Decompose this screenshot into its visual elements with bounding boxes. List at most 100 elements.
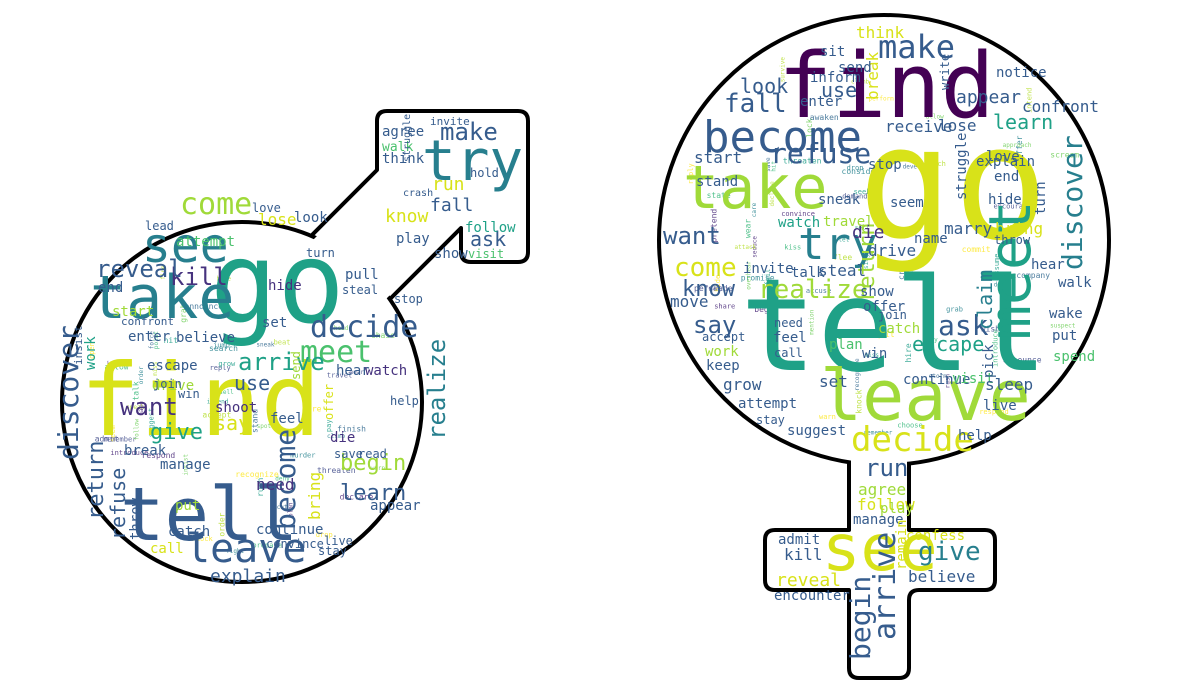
male-word-agree: agree	[382, 124, 424, 140]
female-word-feel: feel	[773, 330, 807, 346]
female-filler-word: grab	[946, 305, 963, 313]
female-word-reveal: reveal	[776, 570, 841, 591]
female-word-inform: inform	[810, 70, 861, 86]
female-filler-word: sing	[863, 254, 870, 269]
male-symbol-cloud: head beat knock plan wear cut search pay talk gra…	[52, 109, 530, 587]
male-word-say: say	[214, 411, 250, 435]
female-word-steal: steal	[818, 261, 866, 280]
male-word-appear: appear	[370, 498, 421, 514]
male-word-stop: stop	[394, 292, 423, 306]
female-filler-word: choose	[897, 422, 922, 430]
female-filler-word: recognize	[854, 358, 861, 391]
female-filler-word: suffer	[1015, 135, 1024, 164]
male-word-watch: watch	[365, 363, 407, 379]
male-word-put: put	[175, 498, 200, 514]
male-filler-word: fight	[226, 548, 244, 555]
female-word-become: become	[703, 112, 862, 163]
female-filler-word: announce	[1003, 355, 1042, 364]
male-symbol-outline	[260, 109, 530, 336]
female-word-struggle: struggle	[954, 133, 970, 200]
male-word-shoot: shoot	[215, 400, 257, 416]
male-word-realize: realize	[423, 339, 451, 440]
male-word-set: set	[262, 315, 287, 331]
male-filler-word: order	[218, 512, 227, 536]
male-word-run: run	[432, 174, 465, 195]
female-word-show: show	[860, 284, 894, 300]
female-word-wake: wake	[1049, 306, 1083, 322]
male-filler-word: rush	[256, 477, 265, 496]
female-word-go: go	[858, 92, 1048, 276]
male-filler-word: jump	[213, 342, 230, 350]
female-word-start: start	[694, 148, 742, 167]
male-filler-word: hope	[217, 276, 232, 283]
female-filler-word: reach	[925, 160, 946, 168]
female-filler-word: perform	[869, 96, 895, 103]
female-word-pick: pick	[981, 344, 997, 378]
male-word-visit: visit	[468, 247, 504, 261]
male-filler-word: suggest	[148, 408, 156, 438]
female-filler-word: survive	[779, 57, 786, 83]
female-word-sit: sit	[820, 44, 845, 60]
female-filler-word: consider	[842, 167, 881, 176]
male-filler-word: prepare	[252, 541, 282, 549]
male-filler-word: sneak	[256, 342, 274, 349]
female-word-lose: lose	[938, 116, 977, 135]
female-filler-word: beg	[754, 305, 769, 314]
female-symbol-cloud: recognize suffer miss introduce allow intend p…	[657, 13, 1111, 680]
male-word-make: make	[440, 118, 498, 146]
female-word-send: send	[838, 60, 872, 76]
male-word-find: find	[80, 342, 321, 459]
male-filler-word: knock	[192, 535, 214, 543]
female-word-enter: enter	[800, 94, 842, 110]
female-filler-word: wish	[981, 325, 1000, 334]
male-word-see: see	[142, 218, 229, 274]
female-filler-word: storm	[929, 373, 947, 380]
male-filler-word: murder	[290, 451, 315, 459]
male-word-offer: offer	[322, 384, 336, 420]
male-word-come: come	[180, 187, 252, 222]
male-filler-word: talk	[132, 381, 141, 400]
male-word-lead: lead	[145, 219, 174, 233]
male-filler-word: accept	[202, 411, 231, 420]
female-word-talk: talk	[791, 265, 825, 281]
female-word-realize: realize	[758, 275, 868, 305]
male-filler-word: stand	[251, 409, 260, 433]
male-word-save: save	[334, 447, 363, 461]
female-filler-word: accompany	[1007, 271, 1051, 280]
female-word-remain: remain	[894, 519, 910, 570]
female-word-receive: receive	[885, 117, 952, 136]
male-filler-word: grow	[218, 360, 236, 368]
female-word-group: recognize suffer miss introduce allow intend p…	[663, 23, 1099, 660]
male-word-throw: throw	[128, 497, 144, 540]
male-filler-word: point	[153, 331, 160, 349]
male-filler-word: seem	[109, 425, 117, 442]
female-word-move: move	[670, 292, 709, 311]
female-filler-word: deny	[994, 282, 1009, 289]
female-filler-word: fear	[704, 285, 721, 293]
male-filler-word: finish	[337, 424, 366, 433]
female-filler-word: hire	[904, 343, 913, 362]
male-word-insist: insist	[72, 325, 85, 365]
female-word-refuse: refuse	[770, 137, 871, 170]
male-filler-word: force	[149, 331, 156, 349]
male-filler-word: name	[138, 401, 145, 416]
female-word-keep: keep	[706, 358, 740, 374]
female-filler-word: promise	[741, 273, 775, 282]
female-word-work: work	[705, 344, 739, 360]
female-word-look: look	[740, 74, 788, 98]
male-filler-word: encounter	[105, 360, 114, 404]
female-filler-word: scream	[1050, 151, 1079, 160]
female-symbol-outline	[763, 462, 997, 680]
male-word-lose: lose	[258, 210, 297, 229]
male-word-live: live	[324, 534, 353, 548]
male-word-follow: follow	[465, 220, 516, 236]
female-word-agree: agree	[858, 480, 906, 499]
female-word-turn: turn	[1033, 181, 1049, 215]
female-word-begin: begin	[844, 576, 877, 660]
male-word-hear: hear	[336, 363, 370, 379]
female-filler-word: accuse	[806, 287, 831, 295]
female-filler-word: buy	[927, 337, 938, 344]
female-filler-word: develop	[903, 164, 929, 171]
male-word-need: need	[256, 475, 295, 494]
